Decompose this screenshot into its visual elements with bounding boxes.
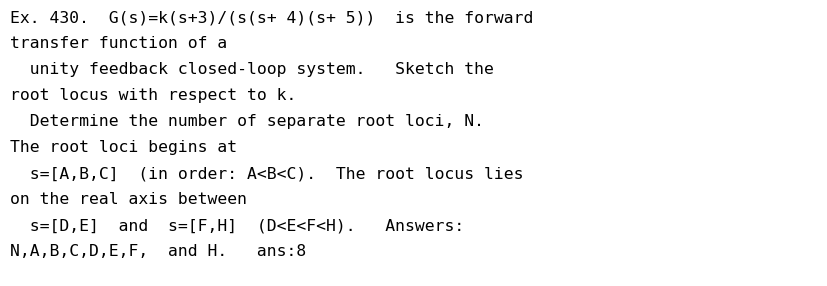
Text: unity feedback closed-loop system.   Sketch the: unity feedback closed-loop system. Sketc… [10, 62, 493, 77]
Text: on the real axis between: on the real axis between [10, 192, 246, 207]
Text: s=[A,B,C]  (in order: A<B<C).  The root locus lies: s=[A,B,C] (in order: A<B<C). The root lo… [10, 166, 523, 181]
Text: Determine the number of separate root loci, N.: Determine the number of separate root lo… [10, 114, 483, 129]
Text: Ex. 430.  G(s)=k(s+3)/(s(s+ 4)(s+ 5))  is the forward: Ex. 430. G(s)=k(s+3)/(s(s+ 4)(s+ 5)) is … [10, 10, 533, 25]
Text: The root loci begins at: The root loci begins at [10, 140, 237, 155]
Text: root locus with respect to k.: root locus with respect to k. [10, 88, 296, 103]
Text: s=[D,E]  and  s=[F,H]  (D<E<F<H).   Answers:: s=[D,E] and s=[F,H] (D<E<F<H). Answers: [10, 218, 464, 233]
Text: transfer function of a: transfer function of a [10, 36, 227, 51]
Text: N,A,B,C,D,E,F,  and H.   ans:8: N,A,B,C,D,E,F, and H. ans:8 [10, 244, 306, 259]
